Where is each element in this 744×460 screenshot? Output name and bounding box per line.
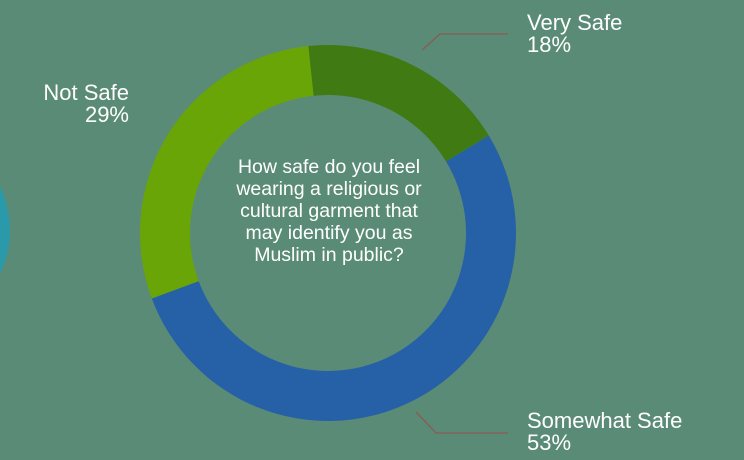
label-not-safe: Not Safe 29% <box>0 82 129 126</box>
slice-label-very-safe: Very Safe <box>527 10 623 35</box>
adjacent-chart-edge <box>0 130 10 330</box>
slice-value-not-safe: 29% <box>84 102 129 127</box>
slice-value-very-safe: 18% <box>527 32 572 57</box>
slice-not-safe <box>140 46 314 299</box>
leader-line-very-safe <box>421 33 508 51</box>
label-somewhat-safe: Somewhat Safe 53% <box>527 410 682 454</box>
leader-line-somewhat-safe <box>415 411 508 434</box>
slice-somewhat-safe <box>151 135 517 422</box>
center-question: How safe do you feel wearing a religious… <box>236 156 422 266</box>
label-very-safe: Very Safe 18% <box>527 12 622 56</box>
slice-very-safe <box>308 45 489 162</box>
slice-label-somewhat-safe: Somewhat Safe <box>527 408 683 433</box>
slice-label-not-safe: Not Safe <box>43 80 129 105</box>
slice-value-somewhat-safe: 53% <box>527 430 572 455</box>
